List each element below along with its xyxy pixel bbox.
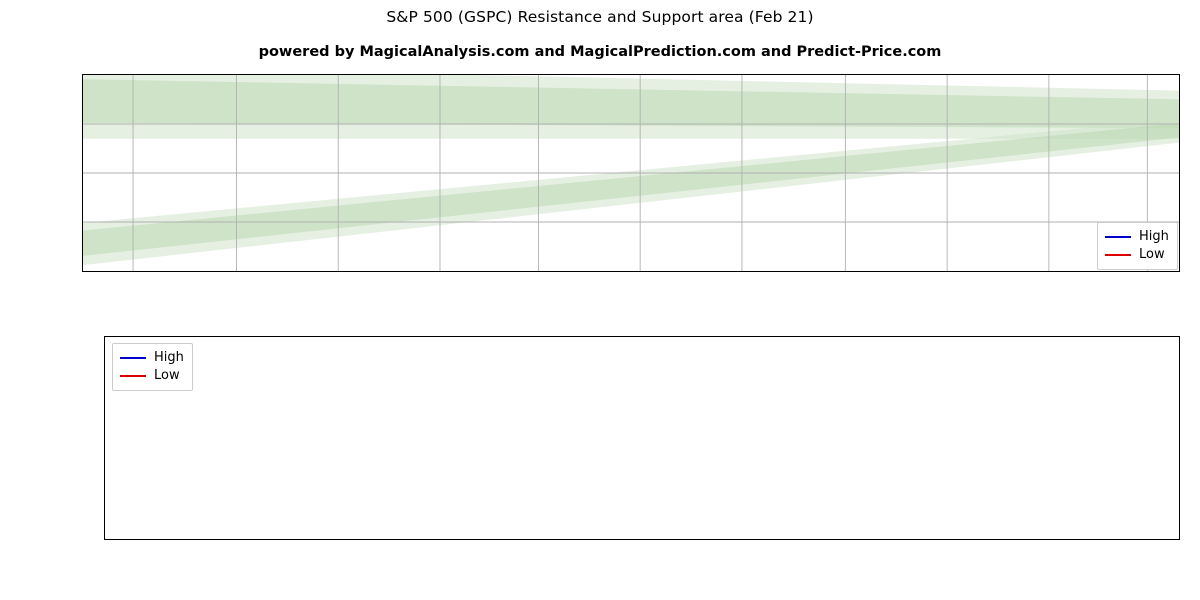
plot-canvas-top <box>83 75 1179 271</box>
page-subtitle: powered by MagicalAnalysis.com and Magic… <box>258 44 942 60</box>
legend-entry-high: High <box>1105 228 1169 246</box>
legend-label-high: High <box>154 350 184 365</box>
plot-canvas-bottom <box>105 337 1179 539</box>
page-title: S&P 500 (GSPC) Resistance and Support ar… <box>386 8 814 26</box>
legend-bottom[interactable]: High Low <box>112 343 193 391</box>
legend-label-low: Low <box>154 368 180 383</box>
legend-entry-high: High <box>120 349 184 367</box>
legend-entry-low: Low <box>1105 246 1169 264</box>
plot-area-top <box>83 75 1179 271</box>
legend-swatch-high <box>120 357 146 359</box>
support-area-core <box>83 123 1179 256</box>
legend-label-high: High <box>1139 229 1169 244</box>
legend-swatch-low <box>120 375 146 377</box>
legend-swatch-high <box>1105 236 1131 238</box>
chart-panel-bottom <box>104 336 1180 540</box>
chart-panel-top <box>82 74 1180 272</box>
legend-top[interactable]: High Low <box>1097 222 1178 270</box>
plot-area-bottom <box>105 337 1179 539</box>
legend-entry-low: Low <box>120 367 184 385</box>
resistance-area-core <box>83 79 1179 129</box>
legend-swatch-low <box>1105 254 1131 256</box>
legend-label-low: Low <box>1139 247 1165 262</box>
